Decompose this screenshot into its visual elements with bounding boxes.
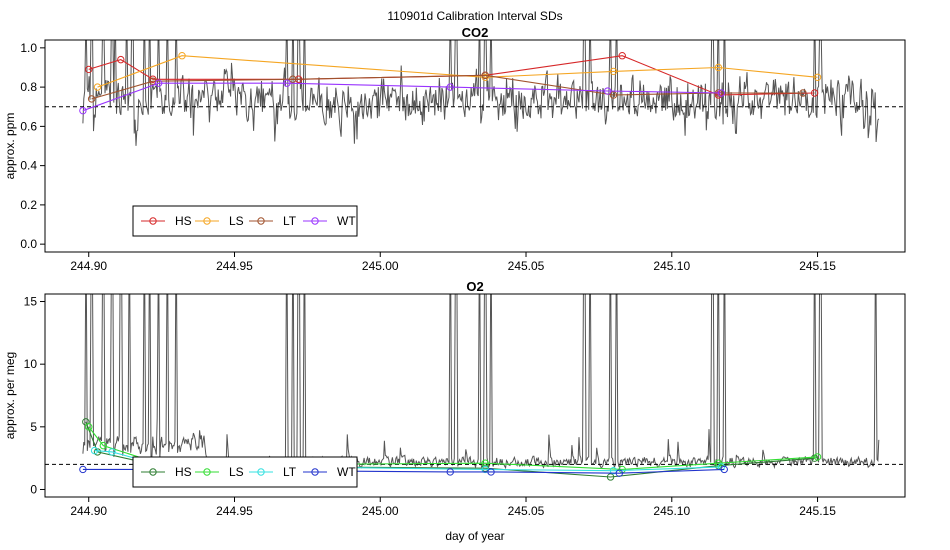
co2-y-tick-label: 0.6 (20, 119, 37, 133)
o2-x-tick-label: 244.90 (70, 504, 107, 518)
o2-series-wt-point (446, 468, 454, 476)
co2-series-wt-point (79, 106, 87, 115)
o2-y-tick-label: 5 (30, 420, 37, 434)
co2-x-tick-label: 245.10 (653, 259, 690, 273)
o2-y-tick-label: 10 (24, 357, 38, 371)
co2-y-tick-label: 0.2 (20, 198, 37, 212)
co2-series-lt-point (289, 75, 297, 83)
co2-y-axis-label: approx. ppm (3, 113, 17, 180)
figure-title: 110901d Calibration Interval SDs (387, 9, 562, 23)
o2-series-ls-point (99, 441, 108, 450)
co2-series-hs-point (149, 75, 157, 83)
o2-series-lt-point (90, 446, 99, 455)
o2-x-tick-label: 244.95 (216, 504, 253, 518)
co2-y-tick-label: 1.0 (20, 41, 37, 55)
co2-legend: HS LS LT WT (132, 205, 358, 237)
co2-series-lt-point (481, 71, 489, 80)
co2-series-ls-point (714, 63, 723, 72)
co2-x-tick-label: 245.05 (508, 259, 545, 273)
co2-x-tick-label: 244.90 (70, 259, 107, 273)
co2-x-tick-label: 244.95 (216, 259, 253, 273)
co2-series-hs-point (85, 65, 93, 74)
co2-series-wt-point (283, 79, 291, 87)
o2-series-hs-point (606, 473, 615, 481)
co2-y-tick-label: 0.4 (20, 159, 37, 173)
co2-legend-label-ls: LS (229, 214, 244, 228)
co2-x-tick-label: 245.00 (362, 259, 399, 273)
co2-legend-label-wt: WT (337, 214, 356, 228)
co2-y-tick-label: 0.0 (20, 237, 37, 251)
co2-series-hs-point (810, 89, 819, 97)
o2-x-tick-label: 245.05 (508, 504, 545, 518)
o2-sd-trace (82, 294, 880, 470)
co2-legend-marker-ls (203, 217, 211, 225)
o2-series-wt-point (79, 465, 87, 474)
co2-legend-marker-wt (311, 217, 319, 225)
co2-sd-trace (82, 40, 880, 146)
co2-panel: CO2 approx. ppm 244.90 244.95 245.00 245.05 24… (3, 25, 906, 273)
co2-series-ls-point (609, 67, 618, 76)
o2-y-axis-label: approx. per meg (3, 352, 17, 439)
o2-legend-marker-lt (257, 468, 265, 476)
o2-x-tick-label: 245.15 (799, 504, 836, 518)
co2-series-hs-point (618, 52, 626, 60)
co2-legend-label-lt: LT (283, 214, 297, 228)
o2-series-wt-point (487, 468, 495, 476)
co2-series-wt-point (717, 89, 726, 97)
co2-plot-frame (44, 39, 906, 253)
o2-x-tick-label: 245.10 (653, 504, 690, 518)
co2-series-ls-point (481, 73, 489, 81)
co2-series-lt-point (609, 91, 618, 99)
o2-panel-title: O2 (466, 279, 483, 294)
o2-legend-label-lt: LT (283, 465, 297, 479)
co2-y-tick-label: 0.8 (20, 80, 37, 94)
co2-series-wt-line (82, 82, 722, 112)
co2-series-ls-point (93, 83, 102, 91)
o2-legend-label-ls: LS (229, 465, 244, 479)
o2-legend: HS LS LT WT (132, 456, 358, 488)
co2-series-wt-point (154, 79, 163, 87)
o2-legend-marker-wt (311, 468, 319, 476)
o2-series-ls-point (813, 453, 822, 461)
o2-legend-label-hs: HS (175, 465, 192, 479)
o2-legend-marker-ls (203, 468, 211, 476)
o2-legend-label-wt: WT (337, 465, 356, 479)
co2-series-ls-point (813, 73, 822, 81)
o2-y-tick-label: 15 (24, 295, 38, 309)
co2-series-wt-point (446, 83, 454, 91)
o2-series-ls-point (85, 423, 93, 431)
co2-x-tick-label: 245.15 (799, 259, 836, 273)
o2-series-lt-point (108, 448, 116, 456)
o2-series-wt-point (720, 465, 728, 474)
co2-legend-marker-hs (149, 217, 157, 225)
co2-series-ls-line (97, 55, 818, 88)
co2-series-hs-point (117, 55, 125, 64)
o2-x-tick-label: 245.00 (362, 504, 399, 518)
co2-legend-marker-lt (257, 217, 265, 225)
co2-series-lt-point (87, 95, 96, 103)
o2-y-tick-label: 0 (30, 482, 37, 496)
x-axis-label: day of year (445, 529, 504, 543)
co2-series-ls-point (178, 52, 186, 60)
o2-panel: O2 approx. per meg 244.90 244.95 245.00 245.0… (3, 279, 906, 518)
co2-panel-title: CO2 (462, 25, 489, 40)
o2-series-wt-point (615, 469, 624, 477)
co2-legend-label-hs: HS (175, 214, 192, 228)
co2-series-lt-point (799, 89, 807, 97)
o2-plot-frame (44, 293, 906, 498)
o2-legend-marker-hs (149, 468, 157, 476)
co2-series-wt-point (603, 87, 612, 95)
